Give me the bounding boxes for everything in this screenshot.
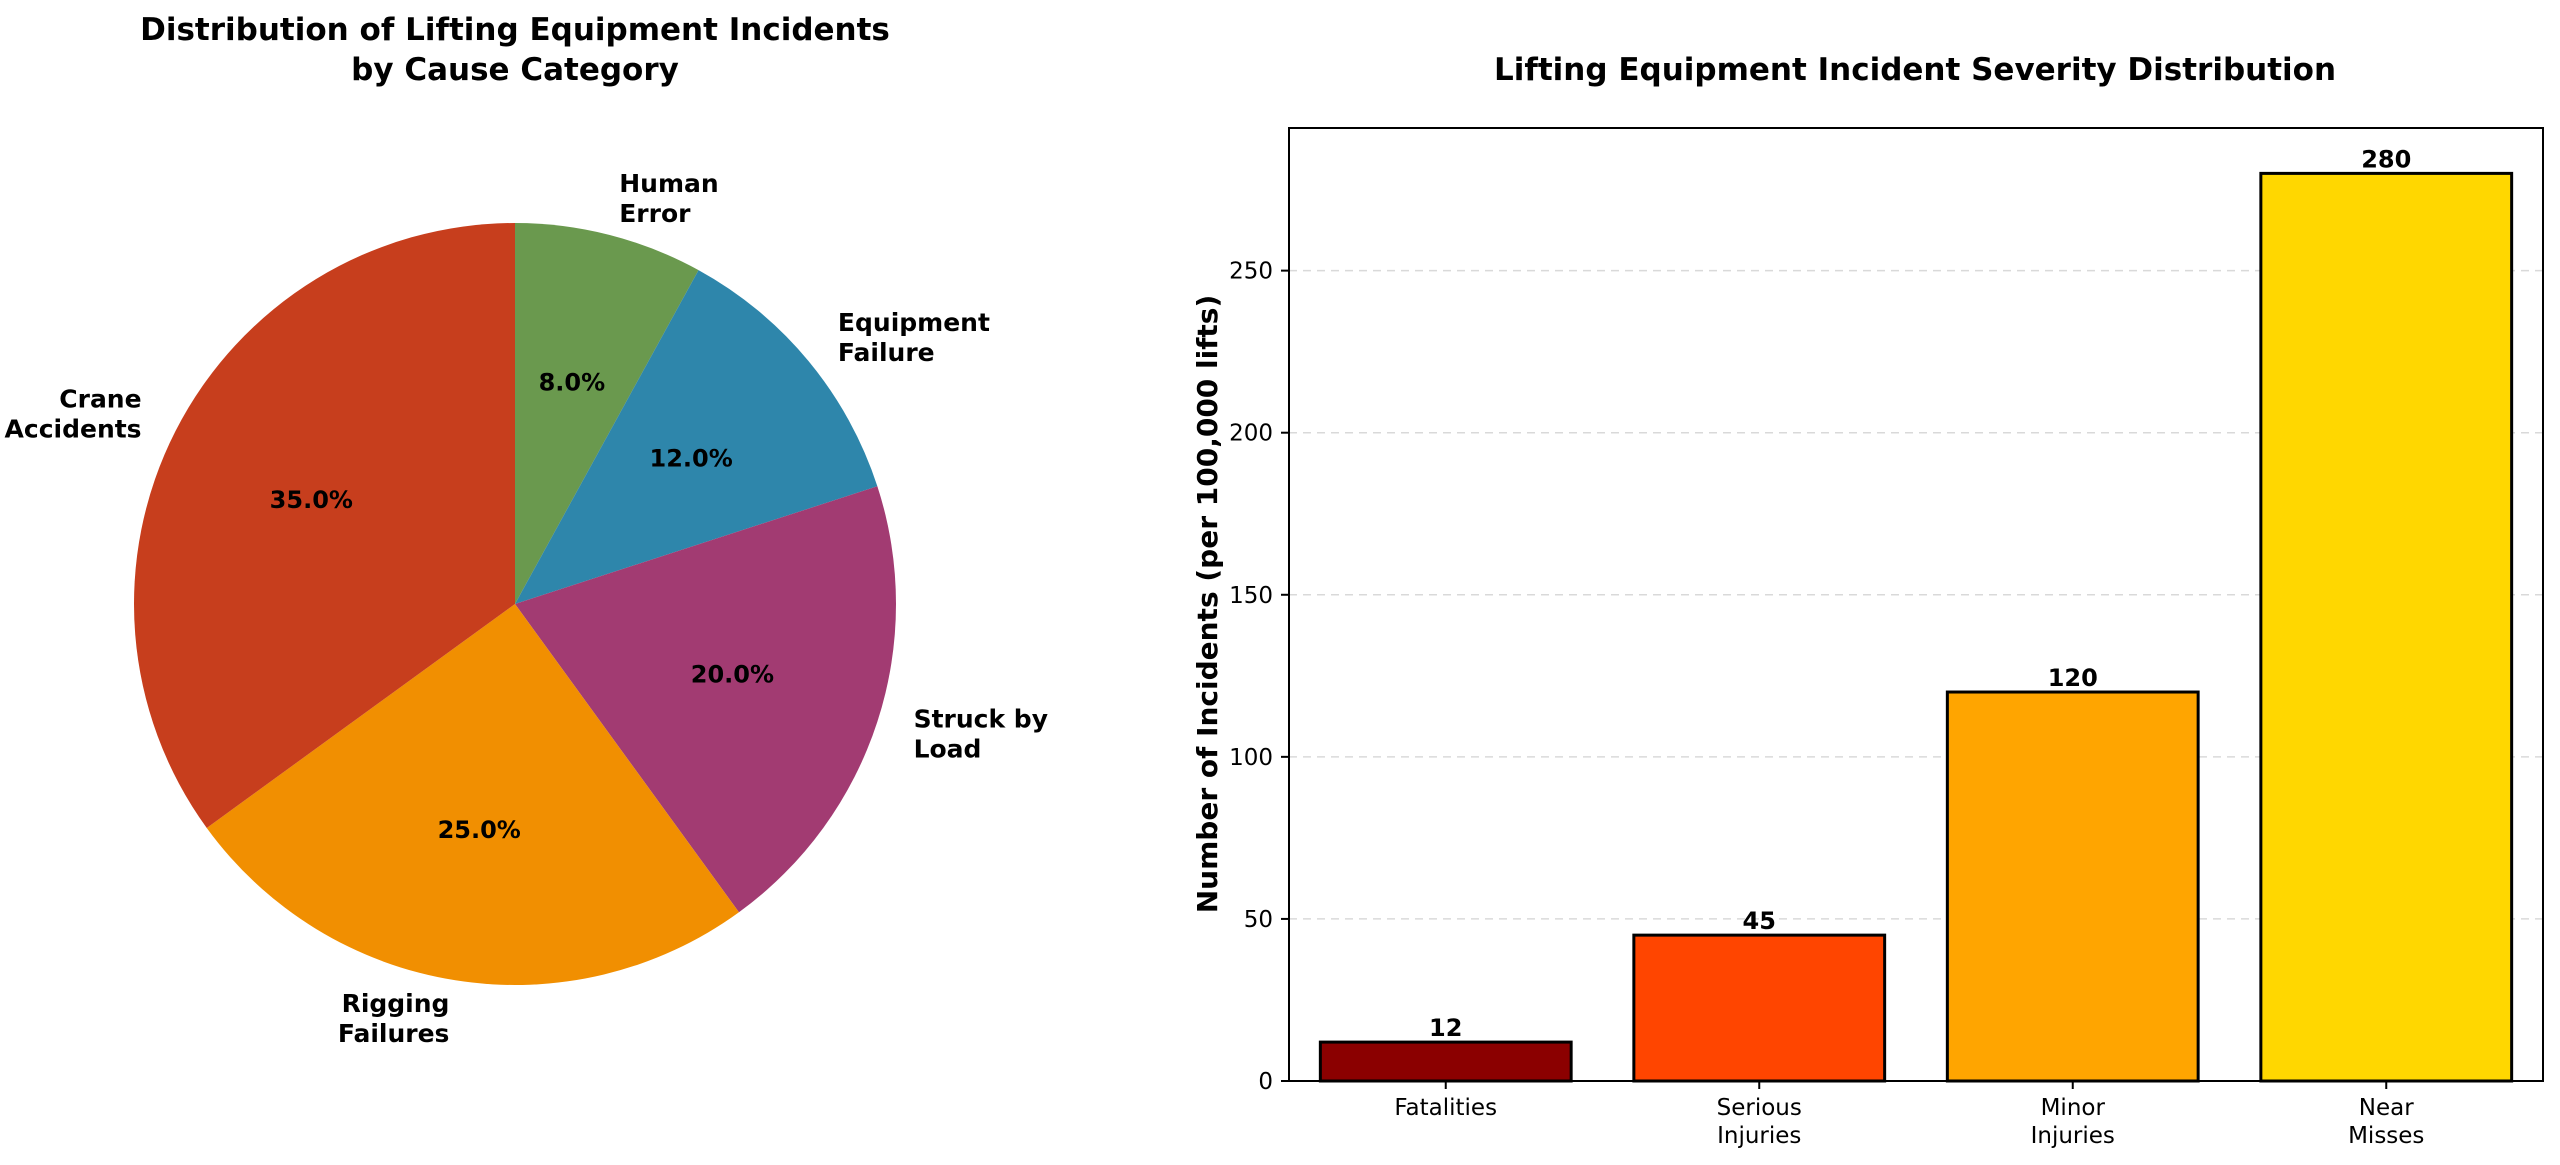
y-tick-label-150: 150 [1229,583,1273,609]
y-tick-label-250: 250 [1229,259,1273,285]
y-tick-label-100: 100 [1229,745,1273,771]
x-tick-label-fatalities: Fatalities [1394,1095,1497,1121]
bar-serious-injuries [1634,935,1885,1081]
y-tick-label-200: 200 [1229,421,1273,447]
bar-value-minor-injuries: 120 [2048,664,2098,692]
bar-title: Lifting Equipment Incident Severity Dist… [1494,52,2336,88]
bar-fatalities [1320,1042,1571,1081]
pie-title-line-1: Distribution of Lifting Equipment Incide… [140,12,890,48]
x-axis-ticks: Fatalities Serious Injuries Minor Injuries Ne… [1394,1081,2424,1149]
pie-label-rigging-failures: Rigging Failures [338,989,450,1048]
bars: 12 45 120 280 [1320,145,2511,1081]
y-axis-label: Number of Incidents (per 100,000 lifts) [1191,295,1224,914]
pie-pct-struck-by-load: 20.0% [691,661,774,689]
bar-value-near-misses: 280 [2361,145,2411,173]
x-tick-label-near-misses: Near Misses [2348,1095,2424,1149]
x-tick-label-serious-injuries: Serious Injuries [1717,1095,1802,1149]
pie-slices [134,223,896,985]
pie-label-crane-accidents: Crane Accidents [5,385,142,444]
figure: Distribution of Lifting Equipment Incide… [0,0,2560,1165]
pie-label-equipment-failure: Equipment Failure [838,308,990,367]
bar-chart: Lifting Equipment Incident Severity Dist… [1191,52,2543,1149]
pie-title-line-2: by Cause Category [351,52,679,88]
bar-value-fatalities: 12 [1429,1014,1462,1042]
bar-minor-injuries [1947,692,2198,1081]
pie-pct-equipment-failure: 12.0% [650,444,733,472]
bar-value-serious-injuries: 45 [1743,907,1776,935]
pie-pct-rigging-failures: 25.0% [438,816,521,844]
y-tick-label-50: 50 [1244,907,1273,933]
pie-chart: Distribution of Lifting Equipment Incide… [5,12,1048,1048]
x-tick-label-minor-injuries: Minor Injuries [2031,1095,2115,1149]
pie-pct-human-error: 8.0% [539,369,606,397]
pie-label-human-error: Human Error [619,169,718,228]
y-tick-label-0: 0 [1258,1069,1273,1095]
y-axis-ticks: 0 50 100 150 200 250 [1229,259,1289,1095]
bar-near-misses [2261,173,2512,1081]
pie-pct-crane-accidents: 35.0% [270,486,353,514]
pie-label-struck-by-load: Struck by Load [914,705,1048,764]
